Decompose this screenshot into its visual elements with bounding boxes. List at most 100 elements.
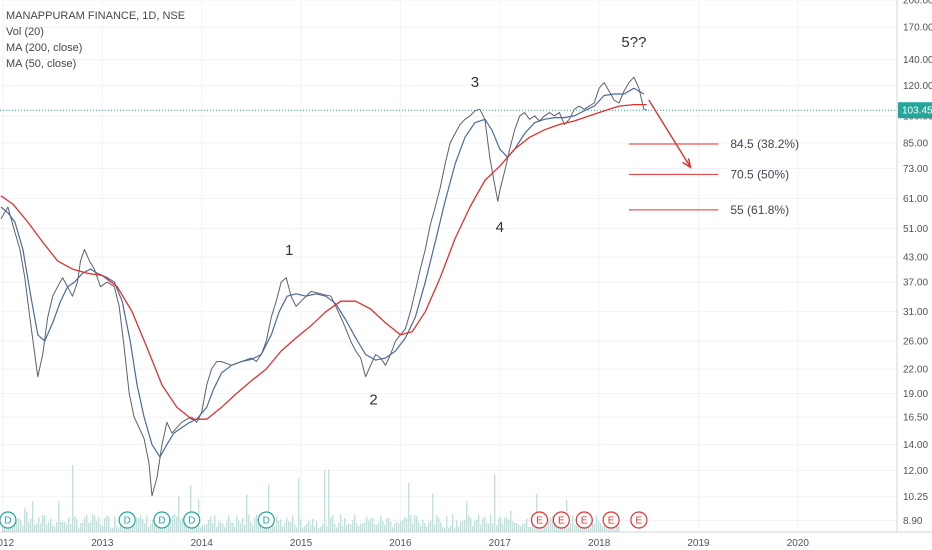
volume-bar (460, 521, 462, 532)
volume-bar (88, 522, 90, 532)
y-tick-label: 26.00 (903, 337, 928, 348)
volume-bar (260, 525, 262, 532)
volume-bar (218, 521, 220, 532)
volume-bar (94, 515, 96, 532)
volume-bar (302, 527, 304, 532)
legend-title[interactable]: MANAPPURAM FINANCE, 1D, NSE (6, 10, 186, 22)
volume-bar (402, 520, 404, 532)
earnings-badge[interactable]: E (630, 511, 648, 529)
x-tick-label: 2015 (290, 538, 313, 549)
volume-bar (456, 520, 458, 532)
volume-bar (590, 527, 592, 532)
legend-volume[interactable]: Vol (20) (6, 26, 44, 38)
volume-bar (326, 525, 328, 532)
volume-bar (108, 516, 110, 532)
volume-bar (114, 516, 116, 532)
legend-ma200[interactable]: MA (200, close) (6, 42, 83, 54)
volume-bar (584, 526, 586, 532)
volume-bar (310, 524, 312, 532)
volume-bar (458, 526, 460, 532)
volume-bar (122, 523, 124, 532)
volume-bar (464, 520, 466, 532)
badge-label: E (536, 516, 543, 527)
volume-bar (382, 521, 384, 532)
volume-bar (190, 485, 192, 532)
volume-bar (596, 515, 598, 532)
volume-bar (104, 518, 106, 532)
dividend-badge[interactable]: D (257, 511, 275, 529)
x-tick-label: 2014 (191, 538, 214, 549)
earnings-badge[interactable]: E (552, 511, 570, 529)
wave-label: 5?? (621, 34, 646, 51)
volume-bar (192, 525, 194, 532)
volume-bar (112, 527, 114, 532)
earnings-badge[interactable]: E (602, 511, 620, 529)
volume-bar (222, 523, 224, 532)
earnings-badge[interactable]: E (530, 511, 549, 529)
volume-bar (30, 518, 32, 532)
volume-bar (128, 527, 130, 532)
volume-bar (244, 524, 246, 532)
volume-bar (200, 527, 202, 532)
badge-circle (552, 511, 570, 529)
volume-bar (26, 511, 28, 532)
volume-bar (376, 524, 378, 532)
volume-bar (360, 523, 362, 532)
time-axis[interactable]: 2012 2013 2014 2015 2016 2017 2018 2019 2020 (0, 538, 809, 549)
volume-bar (4, 526, 6, 532)
volume-bar (518, 524, 520, 532)
volume-bar (118, 527, 120, 532)
dividend-badge[interactable]: D (118, 511, 136, 529)
volume-bar (576, 526, 578, 532)
volume-bar (468, 515, 470, 532)
volume-bar (574, 525, 576, 532)
earnings-badge[interactable]: E (575, 511, 593, 529)
volume-bar (268, 484, 270, 532)
legend-ma50[interactable]: MA (50, close) (6, 58, 77, 70)
volume-bar (180, 518, 182, 532)
volume-bar (608, 527, 610, 532)
volume-bar (412, 523, 414, 532)
volume-bar (552, 515, 554, 532)
volume-bar (130, 526, 132, 532)
volume-bar (570, 524, 572, 532)
volume-bar (444, 527, 446, 532)
volume-bar (290, 521, 292, 532)
volume-bar (440, 522, 442, 532)
volume-bar (248, 514, 250, 532)
volume-bar (168, 522, 170, 532)
volume-bar (312, 518, 314, 532)
volume-bar (86, 514, 88, 532)
volume-bar (56, 522, 58, 532)
volume-bar (430, 520, 432, 532)
volume-bar (606, 524, 608, 532)
volume-bar (48, 522, 50, 532)
dividend-badge[interactable]: D (153, 511, 171, 529)
volume-bar (68, 517, 70, 532)
volume-bar (8, 526, 10, 532)
volume-bar (232, 522, 234, 532)
volume-bar (506, 517, 508, 532)
price-tag-label: 103.45 (902, 106, 932, 117)
volume-bar (228, 515, 230, 532)
volume-bar (52, 524, 54, 532)
volume-bar (364, 522, 366, 532)
wave-labels: 1 2 3 4 5?? (285, 34, 646, 408)
volume-bar (230, 522, 232, 532)
volume-bar (144, 522, 146, 532)
badge-label: D (124, 516, 131, 527)
volume-bar (116, 525, 118, 532)
volume-bar (528, 527, 530, 532)
volume-bar (316, 521, 318, 532)
volume-bar (24, 508, 26, 532)
volume-bar (330, 517, 332, 532)
volume-bar (512, 521, 514, 532)
dividend-badge[interactable]: D (0, 511, 17, 529)
wave-label: 2 (369, 391, 377, 408)
volume-bar (410, 514, 412, 532)
volume-bar (22, 525, 24, 532)
dividend-badge[interactable]: D (183, 511, 201, 529)
volume-bar (32, 501, 34, 532)
